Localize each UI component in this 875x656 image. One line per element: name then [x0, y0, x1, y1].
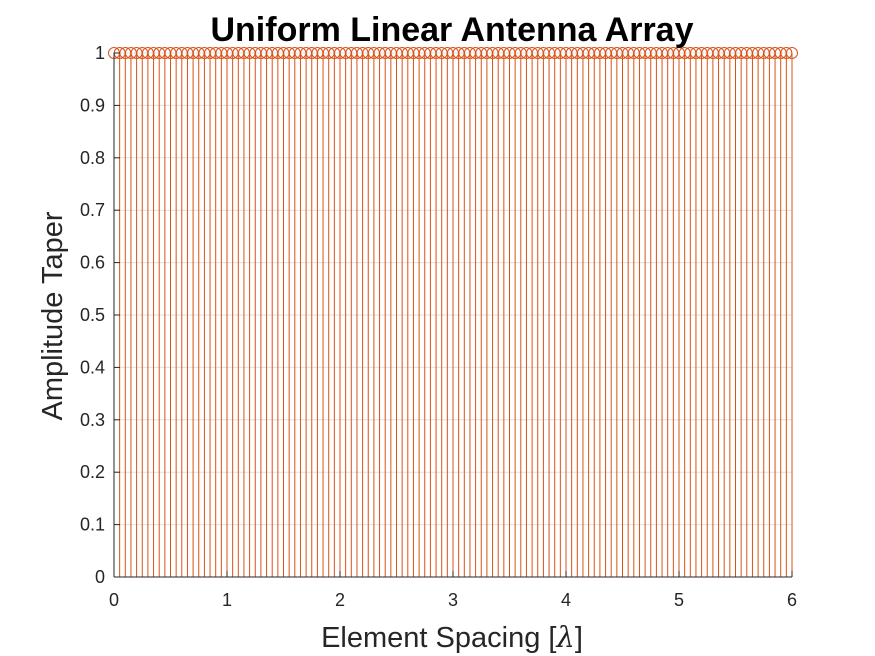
y-tick-label: 0.2 — [80, 462, 105, 482]
y-tick-label: 0.4 — [80, 357, 105, 377]
y-tick-label: 0.6 — [80, 253, 105, 273]
x-tick-label: 1 — [222, 590, 232, 610]
y-tick-label: 0.5 — [80, 305, 105, 325]
y-tick-label: 1 — [95, 43, 105, 63]
y-axis-label: Amplitude Taper — [37, 211, 69, 420]
x-axis-label-suffix: ] — [575, 622, 583, 654]
x-axis-label: Element Spacing [λ] — [321, 620, 583, 654]
y-tick-label: 0 — [95, 567, 105, 587]
x-tick-label: 2 — [335, 590, 345, 610]
stem-marker — [786, 47, 798, 59]
y-tick-label: 0.9 — [80, 95, 105, 115]
ticks-layer: 0 1 2 3 4 5 6 0 0.1 0.2 0.3 0.4 0.5 0.6 0.7 0.8 0.9 1 — [80, 43, 797, 610]
x-tick-label: 4 — [561, 590, 571, 610]
chart-title: Uniform Linear Antenna Array — [210, 11, 693, 49]
x-axis-label-text: Element Spacing [ — [321, 622, 556, 654]
x-tick-label: 3 — [448, 590, 458, 610]
y-tick-label: 0.8 — [80, 148, 105, 168]
x-tick-label: 6 — [787, 590, 797, 610]
stem-layer — [108, 47, 798, 577]
x-axis-label-symbol: λ — [555, 620, 574, 654]
x-tick-label: 0 — [109, 590, 119, 610]
y-tick-label: 0.7 — [80, 200, 105, 220]
y-tick-label: 0.3 — [80, 410, 105, 430]
y-tick-label: 0.1 — [80, 515, 105, 535]
x-tick-label: 5 — [674, 590, 684, 610]
